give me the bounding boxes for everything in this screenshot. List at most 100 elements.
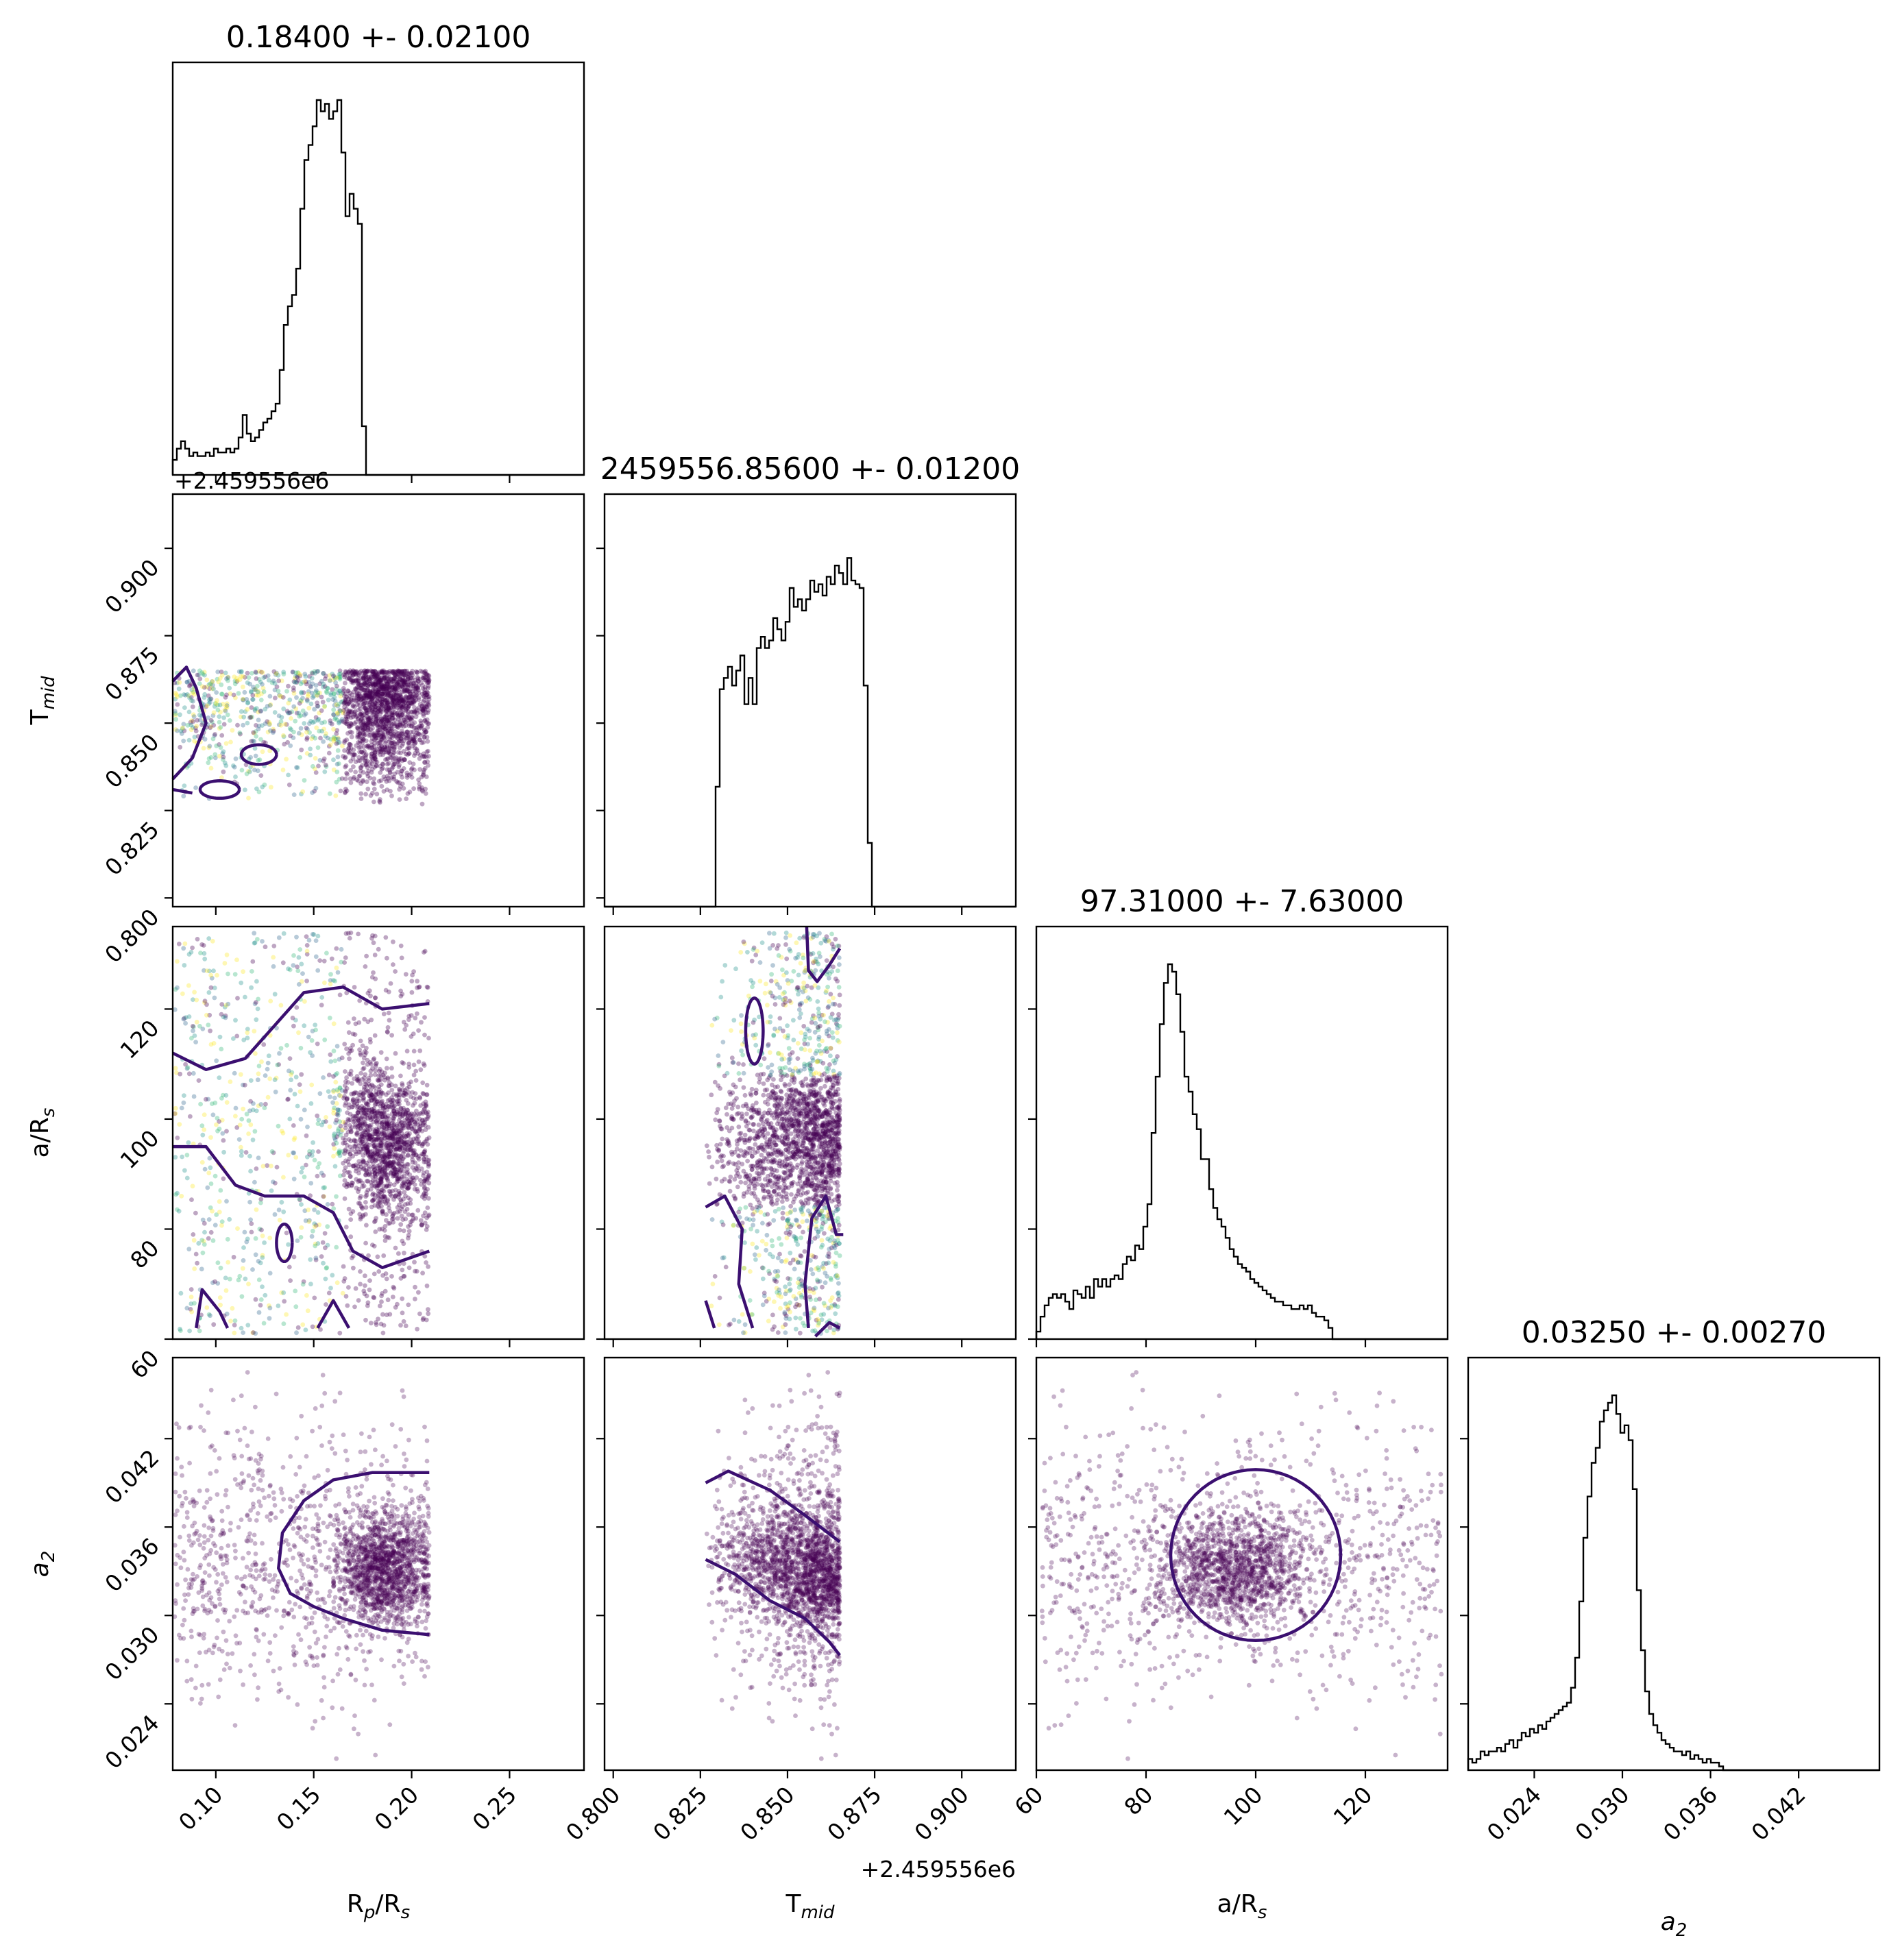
sample-point xyxy=(415,674,420,680)
sample-point xyxy=(358,1178,363,1184)
sample-point xyxy=(418,668,424,674)
sample-point xyxy=(426,676,430,681)
sample-point xyxy=(181,1100,186,1105)
sample-point xyxy=(385,1124,390,1129)
sample-point xyxy=(403,719,408,724)
sample-point xyxy=(190,704,195,709)
sample-point xyxy=(255,689,260,695)
sample-point xyxy=(424,677,430,683)
sample-point xyxy=(802,1249,807,1254)
sample-point xyxy=(399,1135,404,1140)
sample-point xyxy=(361,687,365,692)
sample-point xyxy=(278,1046,284,1051)
sample-point xyxy=(322,980,327,985)
sample-point xyxy=(317,690,322,696)
sample-point xyxy=(365,680,369,685)
sample-point xyxy=(308,1181,314,1186)
sample-point xyxy=(358,694,363,699)
sample-point xyxy=(384,718,389,723)
sample-point xyxy=(332,674,338,680)
sample-point xyxy=(389,728,394,733)
sample-point xyxy=(365,1149,371,1155)
sample-point xyxy=(378,746,384,752)
sample-point xyxy=(345,1181,350,1186)
sample-point xyxy=(404,706,409,711)
sample-point xyxy=(284,1042,289,1048)
sample-point xyxy=(393,1173,398,1178)
sample-point xyxy=(286,772,291,778)
sample-point xyxy=(239,980,244,985)
sample-point xyxy=(244,1239,249,1245)
sample-point xyxy=(226,1260,231,1265)
sample-point xyxy=(343,1225,349,1229)
sample-point xyxy=(828,1179,833,1184)
sample-point xyxy=(227,1216,232,1222)
sample-point xyxy=(334,687,339,691)
sample-point xyxy=(382,684,387,689)
sample-point xyxy=(360,738,365,744)
sample-point xyxy=(337,1149,342,1155)
sample-point xyxy=(410,736,415,742)
sample-point xyxy=(368,1098,374,1103)
sample-point xyxy=(334,1194,339,1199)
sample-point xyxy=(352,671,357,676)
sample-point xyxy=(217,714,222,719)
sample-point xyxy=(402,1180,407,1185)
sample-point xyxy=(349,1182,354,1188)
sample-point xyxy=(367,695,372,700)
sample-point xyxy=(414,689,419,695)
sample-point xyxy=(370,1178,376,1184)
sample-point xyxy=(366,1166,372,1172)
sample-point xyxy=(199,1160,205,1165)
sample-point xyxy=(393,686,398,691)
sample-point xyxy=(355,1110,361,1115)
sample-point xyxy=(404,707,409,713)
sample-point xyxy=(310,1228,315,1234)
sample-point xyxy=(392,723,397,728)
sample-point xyxy=(258,709,264,713)
sample-point xyxy=(402,1273,407,1279)
sample-point xyxy=(231,1036,236,1041)
sample-point xyxy=(193,1251,199,1257)
sample-point xyxy=(395,1176,400,1181)
sample-point xyxy=(252,1029,257,1033)
sample-point xyxy=(281,1209,287,1214)
sample-point xyxy=(343,698,348,704)
sample-point xyxy=(374,792,380,797)
sample-point xyxy=(324,1115,328,1120)
sample-point xyxy=(190,945,195,951)
sample-point xyxy=(321,1075,326,1080)
sample-point xyxy=(385,685,391,690)
sample-point xyxy=(201,1238,206,1244)
sample-point xyxy=(350,669,356,674)
sample-point xyxy=(406,701,411,707)
sample-point xyxy=(424,672,429,676)
sample-point xyxy=(295,1103,300,1109)
sample-point xyxy=(357,731,363,737)
sample-point xyxy=(421,711,426,717)
sample-point xyxy=(256,723,262,728)
sample-point xyxy=(354,1132,360,1137)
sample-point xyxy=(303,711,308,716)
sample-point xyxy=(391,682,396,687)
sample-point xyxy=(383,757,388,762)
sample-point xyxy=(310,763,315,769)
sample-point xyxy=(392,1131,398,1136)
sample-point xyxy=(426,681,431,686)
sample-point xyxy=(365,1300,371,1306)
sample-point xyxy=(269,1164,273,1168)
sample-point xyxy=(271,944,277,948)
sample-point xyxy=(361,682,366,687)
sample-point xyxy=(352,670,358,675)
sample-point xyxy=(400,677,405,683)
sample-point xyxy=(328,718,333,723)
sample-point xyxy=(188,695,194,700)
sample-point xyxy=(416,1028,421,1033)
sample-point xyxy=(363,674,368,680)
sample-point xyxy=(423,1117,428,1122)
sample-point xyxy=(369,755,374,761)
sample-point xyxy=(255,768,260,774)
sample-point xyxy=(376,680,381,685)
sample-point xyxy=(345,696,351,702)
sample-point xyxy=(386,989,391,994)
